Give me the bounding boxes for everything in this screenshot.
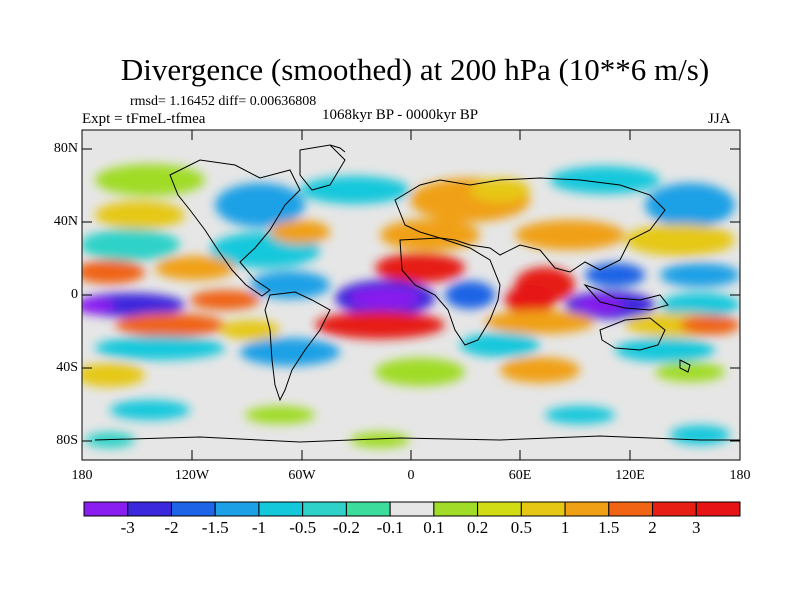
lat-tick-label: 40S	[56, 360, 78, 375]
colorbar-label: 3	[692, 518, 701, 537]
lat-tick-label: 80S	[56, 433, 78, 448]
lon-tick-label: 180	[71, 468, 93, 483]
colorbar-label: -1	[251, 518, 266, 537]
colorbar-box	[83, 501, 129, 517]
colorbar-box	[564, 501, 610, 517]
lat-tick-label: 40N	[53, 214, 78, 229]
lon-tick-label: 60W	[288, 468, 316, 483]
colorbar-box	[170, 501, 216, 517]
colorbar-box	[302, 501, 347, 517]
colorbar-box	[345, 501, 391, 517]
coastlines	[94, 144, 740, 443]
colorbar-label: 1.5	[598, 518, 620, 537]
lat-tick-label: 0	[71, 287, 78, 302]
statistics-line: rmsd= 1.16452 diff= 0.00636808	[130, 94, 317, 109]
period-label: 1068kyr BP - 0000kyr BP	[322, 107, 479, 123]
colorbar-box	[695, 501, 741, 517]
colorbar-box	[652, 501, 697, 517]
colorbar-box	[214, 501, 260, 517]
lon-tick-label: 120W	[174, 468, 210, 483]
colorbar-label: -1.5	[201, 518, 229, 537]
colorbar	[83, 501, 741, 517]
colorbar-box	[477, 501, 522, 517]
divergence-shading	[82, 164, 740, 448]
experiment-label: Expt = tFmeL-tfmea	[82, 111, 206, 127]
lon-tick-label: 60E	[508, 468, 532, 483]
colorbar-label: 0.2	[466, 518, 489, 537]
colorbar-label: -0.1	[376, 518, 404, 537]
colorbar-box	[389, 501, 435, 517]
colorbar-label: -3	[120, 518, 135, 537]
lon-tick-label: 0	[407, 468, 415, 483]
axis-ticks	[81, 130, 741, 460]
colorbar-box	[258, 501, 304, 517]
map-title: Divergence (smoothed) at 200 hPa (10**6 …	[120, 52, 710, 87]
colorbar-box	[127, 501, 172, 517]
colorbar-label: 2	[648, 518, 657, 537]
map-field	[82, 130, 740, 460]
colorbar-box	[433, 501, 479, 517]
colorbar-box	[608, 501, 654, 517]
colorbar-label: 1	[560, 518, 570, 537]
colorbar-label: -0.2	[332, 518, 360, 537]
lon-tick-label: 120E	[615, 468, 645, 483]
colorbar-label: 0.5	[510, 518, 532, 537]
colorbar-label: 0.1	[423, 518, 445, 537]
season-label: JJA	[708, 111, 731, 127]
lat-tick-label: 80N	[53, 141, 78, 156]
colorbar-box	[520, 501, 566, 517]
lon-tick-label: 180	[729, 468, 751, 483]
colorbar-label: -2	[164, 518, 179, 537]
colorbar-label: -0.5	[289, 518, 317, 537]
